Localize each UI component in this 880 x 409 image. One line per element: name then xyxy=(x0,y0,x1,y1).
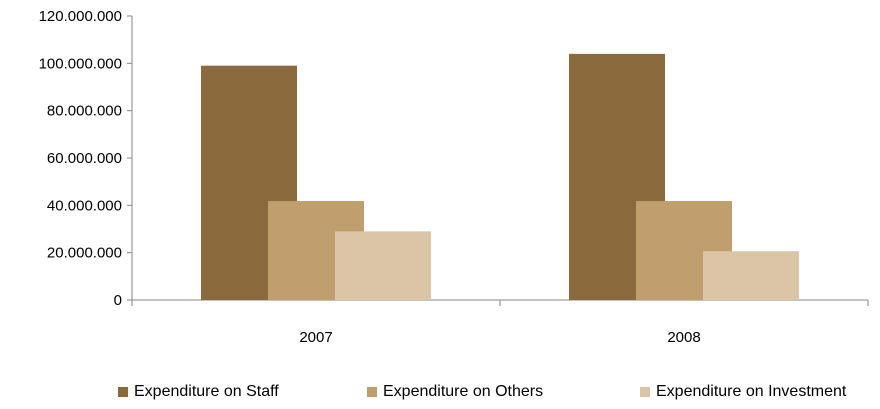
legend-label-investment: Expenditure on Investment xyxy=(656,383,847,400)
y-tick-label: 60.000.000 xyxy=(47,150,122,167)
x-tick-labels: 2007 2008 xyxy=(299,329,700,346)
bars xyxy=(201,53,799,300)
bar-expenditure-on-investment-2007 xyxy=(335,231,431,300)
legend-item-others: Expenditure on Others xyxy=(367,383,543,401)
y-tick-label: 20.000.000 xyxy=(47,245,122,262)
y-tick-label: 120.000.000 xyxy=(39,8,122,25)
y-tick-label: 40.000.000 xyxy=(47,197,122,214)
bar-expenditure-on-investment-2008 xyxy=(703,251,799,300)
legend-swatch-staff xyxy=(118,387,128,397)
x-tick-label: 2007 xyxy=(299,329,332,346)
legend-swatch-others xyxy=(367,387,377,397)
legend-item-staff: Expenditure on Staff xyxy=(118,383,279,401)
legend-swatch-investment xyxy=(640,387,650,397)
legend: Expenditure on Staff Expenditure on Othe… xyxy=(0,383,880,407)
y-axis: 0 20.000.000 40.000.000 60.000.000 80.000.00… xyxy=(39,8,133,309)
y-tick-label: 80.000.000 xyxy=(47,103,122,120)
legend-item-investment: Expenditure on Investment xyxy=(640,383,846,401)
y-tick-label: 0 xyxy=(114,292,122,309)
x-axis xyxy=(131,299,869,306)
x-tick-label: 2008 xyxy=(667,329,700,346)
y-tick-label: 100.000.000 xyxy=(39,55,122,72)
legend-label-staff: Expenditure on Staff xyxy=(134,383,279,400)
legend-label-others: Expenditure on Others xyxy=(383,383,544,400)
